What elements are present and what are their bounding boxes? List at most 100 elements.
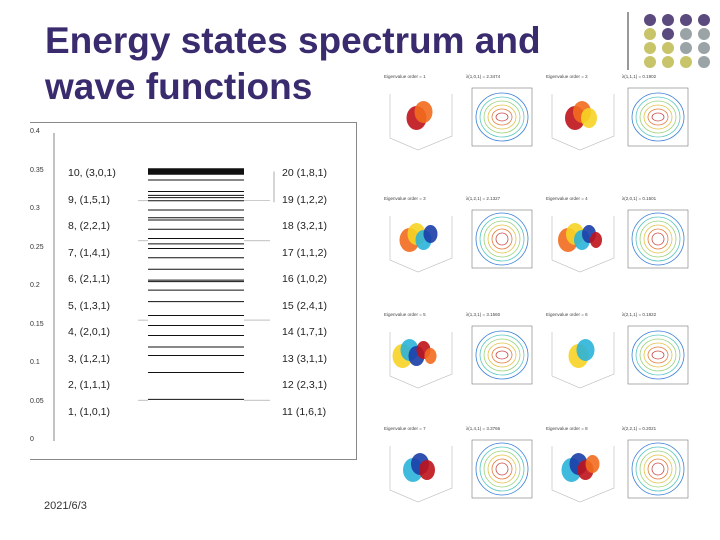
decorative-dot [644,28,656,40]
energy-levels-svg [53,133,275,441]
plot-frame [551,446,615,503]
contour-ring [479,446,525,492]
decorative-dot [662,42,674,54]
contour-graphic [627,439,689,499]
contour-frame [627,209,689,269]
contour-graphic [471,209,533,269]
surface-graphic [551,332,615,389]
plot-caption: Eigenvalue order = 3 [384,196,426,201]
contour-ring [631,212,685,266]
state-label-left: 5, (1,3,1) [68,299,111,312]
contour-ring [639,338,677,372]
contour-ring [495,462,509,476]
surface-plot: Eigenvalue order = 1 [382,74,456,154]
contour-ring [651,112,665,122]
contour-ring [643,342,673,368]
contour-frame [471,439,533,499]
decorative-dot [644,56,656,68]
contour-frame [471,209,533,269]
decorative-dot [662,56,674,68]
contour-frame [627,439,689,499]
contour-ring [495,232,509,246]
y-tick-label: 0.15 [30,320,44,328]
state-label-right: 12 (2,3,1) [282,379,327,391]
surface-lobe [590,232,602,248]
surface-graphic [389,94,453,151]
contour-graphic [471,325,533,385]
state-label-left: 9, (1,5,1) [68,193,111,206]
contour-ring [483,220,521,258]
contour-ring [647,108,669,126]
contour-ring [483,450,521,488]
contour-ring [487,224,517,254]
decorative-dot [698,28,710,40]
contour-ring [639,100,677,134]
contour-ring [491,458,513,480]
contour-ring [651,350,665,360]
plot-caption: Eigenvalue order = 6 [546,312,588,317]
plot-caption: λ(2,0,1) = 0.1501 [622,196,657,201]
plot-caption: Eigenvalue order = 7 [384,426,426,431]
decorative-dot [644,14,656,26]
plot-frame [389,94,453,151]
contour-plot: λ(1,1,1) = 0.1902 [620,74,694,154]
contour-ring [475,442,529,496]
contour-ring [635,334,681,376]
plot-caption: λ(1,0,1) = 2.3474 [466,74,501,79]
plot-caption: Eigenvalue order = 2 [546,74,588,79]
plot-caption: λ(2,2,1) = 0.2021 [622,426,657,431]
plot-caption: λ(1,1,1) = 0.1902 [622,74,657,79]
surface-lobe [414,101,433,123]
contour-ring [639,450,677,488]
contour-frame [471,325,533,385]
surface-plot: Eigenvalue order = 6 [544,312,618,392]
state-label-right: 15 (2,4,1) [282,299,327,312]
plot-frame [389,446,453,503]
contour-ring [651,232,665,246]
title-line-2: wave functions [45,66,313,107]
contour-ring [651,462,665,476]
contour-frame [627,87,689,147]
y-tick-label: 0.05 [30,397,44,405]
surface-graphic [551,446,615,503]
plot-frame [389,216,453,273]
decorative-dot-grid [644,14,710,68]
contour-ring [491,346,513,364]
contour-ring [631,330,685,380]
contour-ring [635,96,681,138]
contour-ring [495,350,509,360]
contour-ring [643,454,673,484]
contour-ring [635,216,681,262]
state-label-right: 11 (1,6,1) [282,405,327,418]
plot-caption: λ(1,4,1) = 3.3766 [466,426,501,431]
plot-caption: Eigenvalue order = 4 [546,196,588,201]
state-label-left: 2, (1,1,1) [68,379,111,391]
contour-ring [487,454,517,484]
surface-lobe [423,225,438,243]
decorative-dot [698,42,710,54]
decorative-dot [662,14,674,26]
contour-plot: λ(1,0,1) = 2.3474 [464,74,538,154]
surface-lobe [581,108,597,128]
surface-plot: Eigenvalue order = 2 [544,74,618,154]
surface-plot: Eigenvalue order = 3 [382,196,456,276]
divider-line [627,12,629,70]
contour-ring [475,212,529,266]
plot-frame [551,94,615,151]
energy-spectrum-plot: 0.4 0.35 0.3 0.25 0.2 0.15 0.1 0.05 0 10, (3,0,1… [30,122,357,460]
contour-ring [483,100,521,134]
contour-ring [491,108,513,126]
surface-graphic [389,446,453,503]
surface-plot: Eigenvalue order = 4 [544,196,618,276]
slide-title: Energy states spectrum and wave function… [45,18,545,110]
slide-date: 2021/6/3 [44,500,87,512]
contour-ring [475,92,529,142]
decorative-dot [680,14,692,26]
state-label-left: 7, (1,4,1) [68,246,111,259]
state-label-right: 13 (3,1,1) [282,352,327,365]
state-label-left: 1, (1,0,1) [68,405,111,418]
contour-plot: λ(2,2,1) = 0.2021 [620,426,694,506]
contour-frame [471,87,533,147]
contour-ring [631,92,685,142]
state-label-right: 17 (1,1,2) [282,246,327,259]
